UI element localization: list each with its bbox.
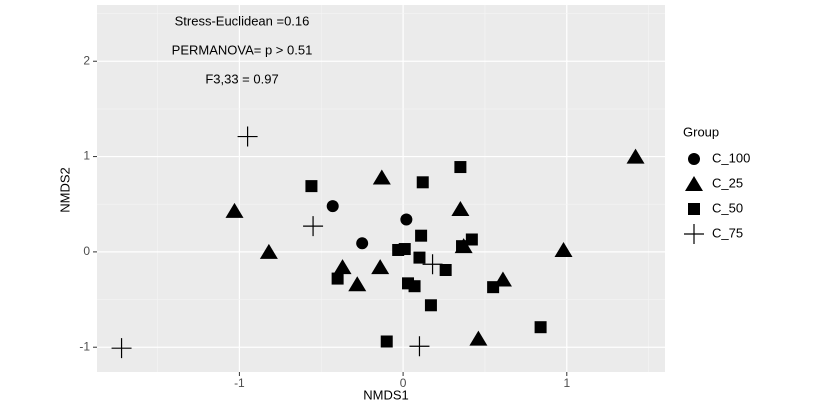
x-tick-label: 1 bbox=[563, 376, 570, 390]
point bbox=[400, 213, 413, 226]
legend-label: C_50 bbox=[712, 200, 743, 215]
annotation: Stress-Euclidean =0.16 bbox=[175, 13, 310, 28]
annotation: PERMANOVA= p > 0.51 bbox=[172, 42, 313, 57]
point bbox=[371, 259, 390, 275]
point bbox=[424, 299, 437, 312]
legend-key bbox=[688, 203, 700, 215]
point bbox=[305, 180, 318, 193]
legend-label: C_25 bbox=[712, 175, 743, 190]
panel bbox=[97, 5, 665, 372]
point bbox=[237, 126, 258, 147]
point bbox=[326, 200, 339, 213]
point bbox=[454, 161, 467, 174]
y-tick-label: 2 bbox=[83, 53, 90, 67]
annotation: F3,33 = 0.97 bbox=[205, 71, 278, 86]
point bbox=[356, 237, 369, 250]
point bbox=[398, 243, 411, 256]
point bbox=[465, 233, 478, 246]
legend-title: Group bbox=[683, 124, 719, 139]
point bbox=[487, 281, 500, 294]
y-tick-label: -1 bbox=[79, 339, 90, 353]
legend-label: C_75 bbox=[712, 225, 743, 240]
point bbox=[554, 241, 573, 257]
point bbox=[469, 330, 488, 346]
point bbox=[415, 229, 428, 242]
point bbox=[348, 276, 367, 292]
point bbox=[439, 264, 452, 277]
legend-label: C_100 bbox=[712, 150, 750, 165]
y-tick-label: 0 bbox=[83, 244, 90, 258]
point bbox=[409, 336, 430, 357]
x-axis-label: NMDS1 bbox=[363, 387, 409, 402]
marks bbox=[111, 126, 645, 359]
point bbox=[413, 251, 426, 264]
point bbox=[331, 272, 344, 285]
point bbox=[111, 338, 132, 359]
x-tick-label: -1 bbox=[234, 376, 245, 390]
point bbox=[303, 216, 324, 237]
point bbox=[626, 148, 645, 164]
point bbox=[225, 202, 244, 218]
y-tick-label: 1 bbox=[83, 149, 90, 163]
point bbox=[456, 240, 469, 253]
point bbox=[451, 200, 470, 216]
x-tick-label: 0 bbox=[400, 376, 407, 390]
point bbox=[372, 169, 391, 185]
point bbox=[259, 243, 278, 259]
point bbox=[416, 176, 429, 189]
point bbox=[333, 259, 352, 275]
point bbox=[380, 335, 393, 348]
grid bbox=[97, 5, 665, 372]
point bbox=[422, 254, 443, 275]
point bbox=[534, 321, 547, 334]
legend-key bbox=[685, 176, 703, 191]
y-axis-label: NMDS2 bbox=[57, 167, 72, 213]
legend-key bbox=[684, 224, 704, 244]
legend-key bbox=[688, 153, 700, 165]
point bbox=[408, 280, 421, 293]
